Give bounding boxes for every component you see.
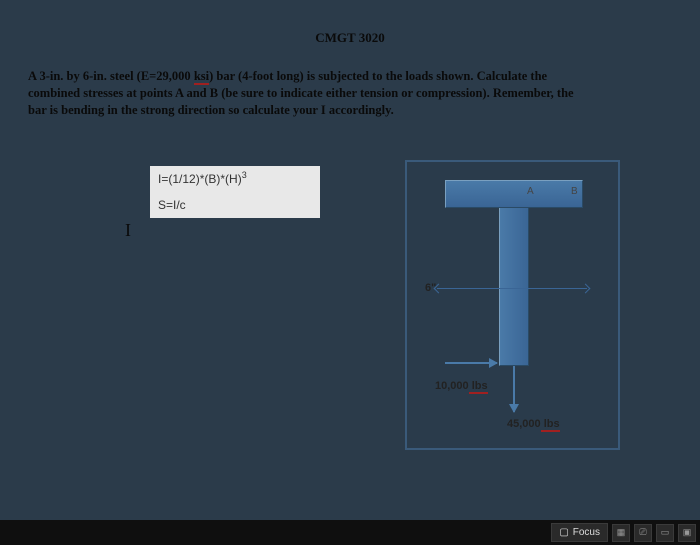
course-title: CMGT 3020 xyxy=(28,30,672,46)
taskbar-view-icon-3[interactable]: ▭ xyxy=(656,524,674,542)
taskbar-view-icon-1[interactable]: ▦ xyxy=(612,524,630,542)
formula-moment-inertia[interactable]: I=(1/12)*(B)*(H)3 xyxy=(150,166,320,192)
text-cursor-icon: I xyxy=(125,220,131,241)
load-45k-value: 45,000 xyxy=(507,418,541,430)
load-label-45000: 45,000 lbs xyxy=(507,418,560,430)
taskbar-view-icon-2[interactable]: ⎚ xyxy=(634,524,652,542)
formula-i-text: I=(1/12)*(B)*(H) xyxy=(158,172,242,186)
dimension-line-horizontal xyxy=(437,288,587,289)
problem-line-2: combined stresses at points A and B (be … xyxy=(28,86,574,100)
focus-icon: ▢ xyxy=(559,527,568,538)
formula-section-modulus[interactable]: S=I/c xyxy=(150,192,320,218)
load-label-10000: 10,000 lbs xyxy=(435,380,488,392)
taskbar: ▢ Focus ▦ ⎚ ▭ ▣ xyxy=(0,520,700,545)
document-page: CMGT 3020 A 3-in. by 6-in. steel (E=29,0… xyxy=(0,0,700,520)
beam-diagram: A B 6" 10,000 lbs 45,000 lbs xyxy=(405,160,620,450)
load-arrow-vertical xyxy=(513,366,515,412)
load-10k-unit: lbs xyxy=(469,380,488,394)
load-45k-unit: lbs xyxy=(541,418,560,432)
problem-line-1c: ) bar (4-foot long) is subjected to the … xyxy=(209,69,547,83)
formula-area: I=(1/12)*(B)*(H)3 S=I/c xyxy=(150,166,320,232)
load-arrow-horizontal xyxy=(445,362,497,364)
problem-line-1a: A 3-in. by 6-in. steel (E=29,000 xyxy=(28,69,194,83)
beam-stem xyxy=(499,208,529,366)
point-label-b: B xyxy=(571,186,578,197)
problem-statement: A 3-in. by 6-in. steel (E=29,000 ksi) ba… xyxy=(28,68,672,119)
formula-i-exponent: 3 xyxy=(242,170,247,180)
problem-line-3: bar is bending in the strong direction s… xyxy=(28,103,394,117)
beam-flange xyxy=(445,180,583,208)
taskbar-view-icon-4[interactable]: ▣ xyxy=(678,524,696,542)
formula-s-text: S=I/c xyxy=(158,198,186,212)
problem-ksi-underlined: ksi xyxy=(194,69,209,85)
focus-label: Focus xyxy=(573,527,600,538)
point-label-a: A xyxy=(527,186,534,197)
load-10k-value: 10,000 xyxy=(435,380,469,392)
focus-button[interactable]: ▢ Focus xyxy=(551,523,608,542)
